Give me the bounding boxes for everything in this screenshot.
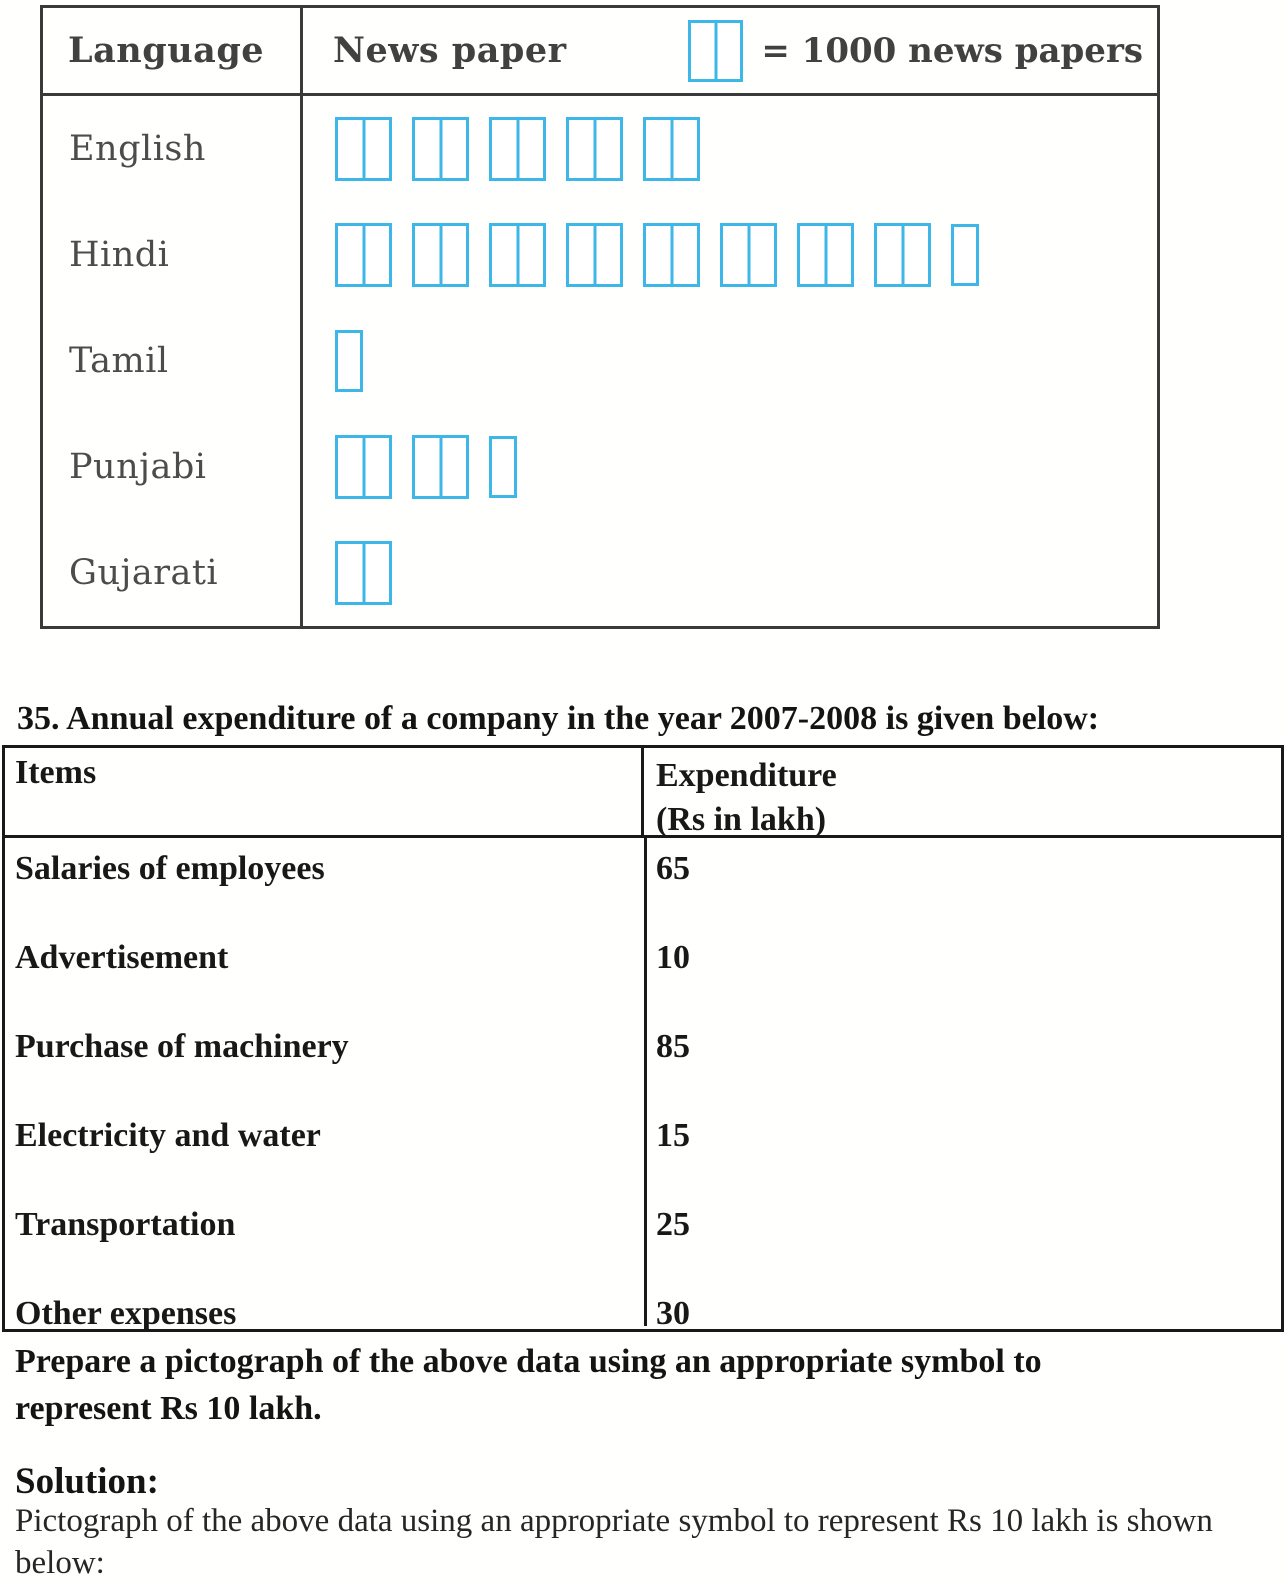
- language-label: English: [43, 96, 303, 202]
- question-title: 35. Annual expenditure of a company in t…: [17, 700, 1100, 737]
- expenditure-value: 10: [656, 939, 690, 976]
- question-instruction-line1: Prepare a pictograph of the above data u…: [15, 1343, 1042, 1380]
- pictograph-table: Language News paper = 1000 news papers E…: [40, 5, 1160, 629]
- pictograph-legend: = 1000 news papers: [688, 19, 1143, 82]
- expenditure-item-label: Electricity and water: [15, 1117, 321, 1154]
- solution-text: Pictograph of the above data using an ap…: [15, 1500, 1213, 1584]
- language-column-header: Language: [43, 8, 303, 93]
- pictograph-header-row: Language News paper = 1000 news papers: [43, 8, 1157, 96]
- expenditure-body: Salaries of employees 65 Advertisement 10 Pu…: [5, 838, 1281, 1332]
- expenditure-item-label: Purchase of machinery: [15, 1028, 349, 1065]
- solution-text-line1: Pictograph of the above data using an ap…: [15, 1503, 1213, 1539]
- expenditure-item-label: Transportation: [15, 1206, 236, 1243]
- newspaper-symbol-icon: [797, 223, 854, 287]
- expenditure-column-header-line1: Expenditure: [656, 757, 837, 794]
- question-instruction: Prepare a pictograph of the above data u…: [15, 1338, 1042, 1432]
- expenditure-value: 25: [656, 1206, 690, 1243]
- pictograph-row: English: [43, 96, 1157, 202]
- newspaper-symbol-icon: [643, 117, 700, 181]
- newspaper-half-symbol-icon: [489, 436, 517, 498]
- expenditure-value: 15: [656, 1117, 690, 1154]
- pictograph-row: Gujarati: [43, 520, 1157, 626]
- question-instruction-line2: represent Rs 10 lakh.: [15, 1390, 322, 1427]
- expenditure-item-label: Salaries of employees: [15, 850, 325, 887]
- newspaper-symbol-icon: [412, 435, 469, 499]
- newspaper-symbol-icon: [489, 223, 546, 287]
- expenditure-value: 65: [656, 850, 690, 887]
- newspaper-symbols: [303, 308, 1157, 414]
- newspaper-symbol-icon: [566, 117, 623, 181]
- newspaper-symbol-icon: [412, 117, 469, 181]
- pictograph-legend-label: = 1000 news papers: [761, 30, 1143, 71]
- newspaper-symbol-icon: [335, 117, 392, 181]
- newspaper-column-header: News paper = 1000 news papers: [303, 8, 1157, 93]
- language-label: Hindi: [43, 202, 303, 308]
- language-label: Tamil: [43, 308, 303, 414]
- pictograph-row: Punjabi: [43, 414, 1157, 520]
- newspaper-symbol-icon: [489, 117, 546, 181]
- newspaper-symbol-icon: [335, 223, 392, 287]
- newspaper-symbol-icon: [335, 541, 392, 605]
- items-column-header: Items: [5, 748, 644, 835]
- expenditure-value: 85: [656, 1028, 690, 1065]
- pictograph-row: Tamil: [43, 308, 1157, 414]
- newspaper-symbols: [303, 96, 1157, 202]
- language-label: Gujarati: [43, 520, 303, 626]
- newspaper-symbol-icon: [335, 435, 392, 499]
- expenditure-header-row: Items Expenditure (Rs in lakh): [5, 748, 1281, 838]
- language-label: Punjabi: [43, 414, 303, 520]
- newspaper-symbols: [303, 414, 1157, 520]
- newspaper-column-header-label: News paper: [333, 30, 567, 71]
- solution-text-line2: below:: [15, 1545, 105, 1581]
- expenditure-item-label: Advertisement: [15, 939, 229, 976]
- newspaper-symbol-icon: [566, 223, 623, 287]
- newspaper-symbol-icon: [688, 19, 744, 82]
- pictograph-body: English Hindi Tamil Punjabi Gujarati: [43, 96, 1157, 626]
- pictograph-row: Hindi: [43, 202, 1157, 308]
- newspaper-symbol-icon: [643, 223, 700, 287]
- newspaper-half-symbol-icon: [335, 330, 363, 392]
- newspaper-symbol-icon: [874, 223, 931, 287]
- newspaper-symbol-icon: [412, 223, 469, 287]
- expenditure-column-header-line2: (Rs in lakh): [656, 801, 827, 838]
- column-divider: [644, 838, 647, 1326]
- solution-heading: Solution:: [15, 1461, 159, 1502]
- expenditure-column-header: Expenditure (Rs in lakh): [644, 748, 1281, 838]
- newspaper-half-symbol-icon: [951, 224, 979, 286]
- expenditure-table: Items Expenditure (Rs in lakh) Salaries …: [2, 745, 1284, 1332]
- newspaper-symbols: [303, 520, 1157, 626]
- newspaper-symbols: [303, 202, 1157, 308]
- expenditure-item-label: Other expenses: [15, 1295, 237, 1332]
- newspaper-symbol-icon: [720, 223, 777, 287]
- expenditure-value: 30: [656, 1295, 690, 1332]
